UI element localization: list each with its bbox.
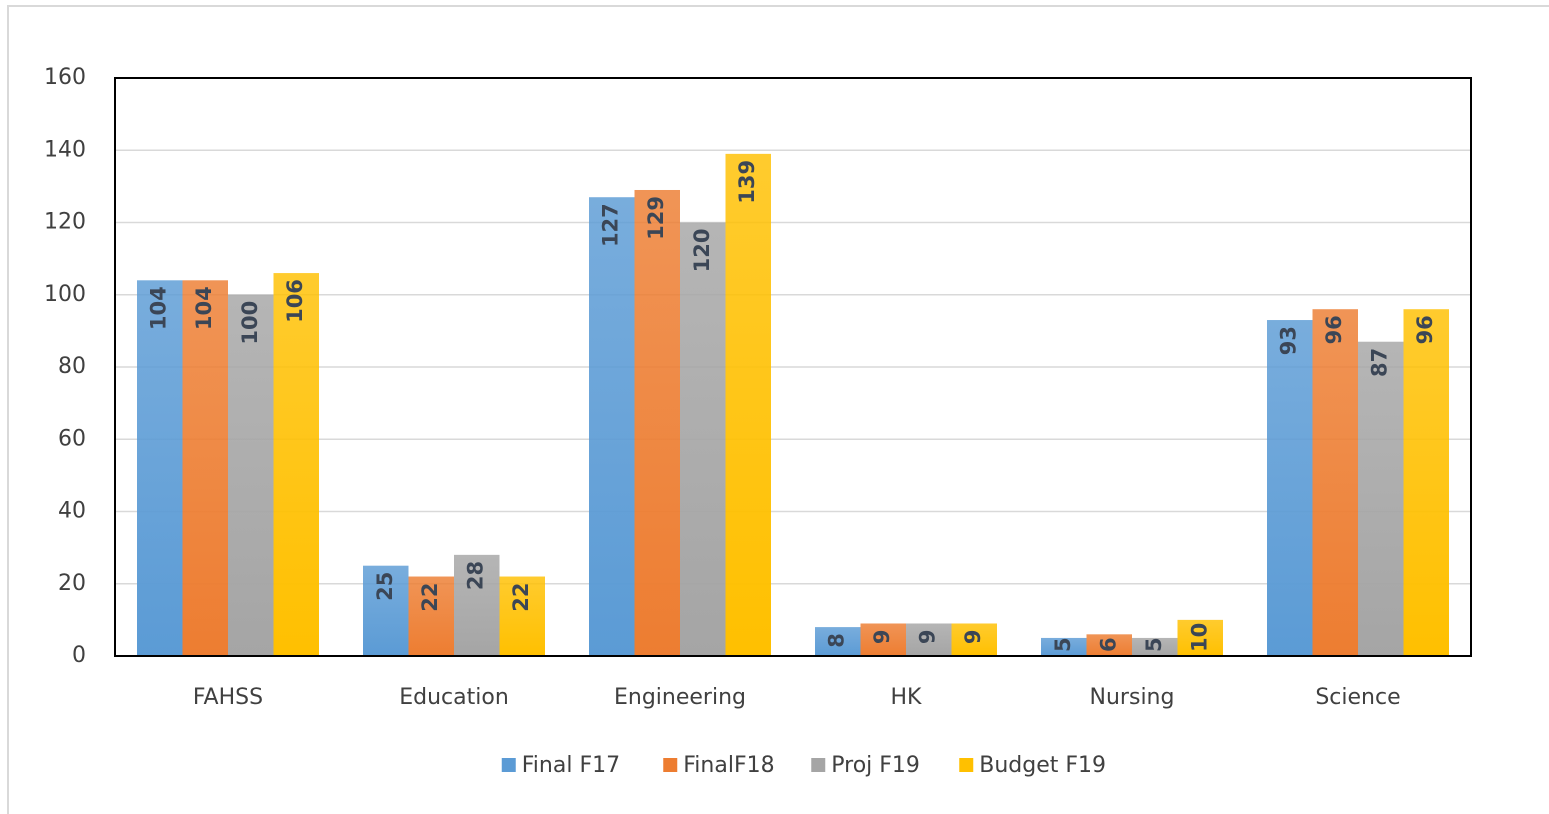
data-label: 120 [690, 229, 714, 273]
x-tick-label: HK [891, 685, 923, 710]
bar [860, 623, 906, 656]
y-tick-label: 20 [58, 571, 86, 596]
bar [1041, 637, 1087, 656]
x-tick-label: Education [399, 685, 509, 710]
data-label: 9 [916, 629, 940, 644]
y-tick-label: 140 [44, 137, 86, 162]
bar [273, 273, 319, 656]
data-label: 9 [870, 629, 894, 644]
bar [408, 576, 454, 656]
legend-swatch [663, 758, 678, 772]
data-label: 5 [1142, 637, 1166, 652]
plot-area [114, 77, 1472, 657]
data-label: 106 [283, 279, 307, 323]
data-label: 25 [373, 572, 397, 601]
y-tick-label: 60 [58, 426, 86, 451]
y-tick-label: 80 [58, 354, 86, 379]
data-label: 22 [509, 583, 533, 612]
data-label: 10 [1187, 623, 1211, 652]
bar [680, 222, 726, 656]
bar [589, 197, 635, 656]
bar [815, 627, 861, 656]
legend-label: Final F17 [522, 753, 620, 778]
bar [1403, 309, 1449, 656]
bar [1132, 637, 1178, 656]
bar [182, 280, 228, 656]
bar [725, 153, 771, 657]
data-label: 100 [238, 301, 262, 345]
data-label: 5 [1051, 637, 1075, 652]
bar [906, 623, 952, 656]
bar [634, 189, 680, 657]
bar [228, 294, 274, 656]
y-tick-label: 160 [44, 65, 86, 90]
y-tick-label: 100 [44, 282, 86, 307]
x-tick-label: Engineering [614, 685, 746, 710]
bar [454, 554, 500, 656]
data-label: 96 [1322, 315, 1346, 344]
data-label: 8 [825, 633, 849, 648]
bar [1267, 320, 1313, 656]
data-label: 104 [147, 286, 171, 330]
bar [951, 623, 997, 656]
bar [363, 565, 409, 656]
x-tick-label: Nursing [1090, 685, 1175, 710]
legend-label: Proj F19 [831, 753, 920, 778]
bar [1177, 619, 1223, 656]
y-tick-label: 120 [44, 210, 86, 235]
bar [499, 576, 545, 656]
data-label: 87 [1368, 348, 1392, 377]
data-label: 9 [961, 629, 985, 644]
data-label: 28 [464, 561, 488, 590]
bar [1358, 341, 1404, 656]
data-label: 93 [1277, 326, 1301, 355]
legend-swatch [959, 758, 974, 772]
bar [1312, 309, 1358, 656]
x-tick-label: Science [1315, 685, 1400, 710]
x-tick-label: FAHSS [193, 685, 263, 710]
bar [1086, 634, 1132, 656]
y-tick-label: 40 [58, 499, 86, 524]
y-tick-label: 0 [72, 643, 86, 668]
data-label: 6 [1096, 637, 1120, 652]
data-label: 139 [735, 160, 759, 204]
data-label: 22 [418, 583, 442, 612]
data-label: 104 [192, 286, 216, 330]
legend-label: FinalF18 [683, 753, 774, 778]
data-label: 127 [599, 203, 623, 247]
bar [137, 280, 183, 656]
legend-swatch [501, 758, 516, 772]
data-label: 96 [1413, 315, 1437, 344]
data-label: 129 [644, 196, 668, 240]
legend-swatch [811, 758, 826, 772]
legend-label: Budget F19 [979, 753, 1106, 778]
